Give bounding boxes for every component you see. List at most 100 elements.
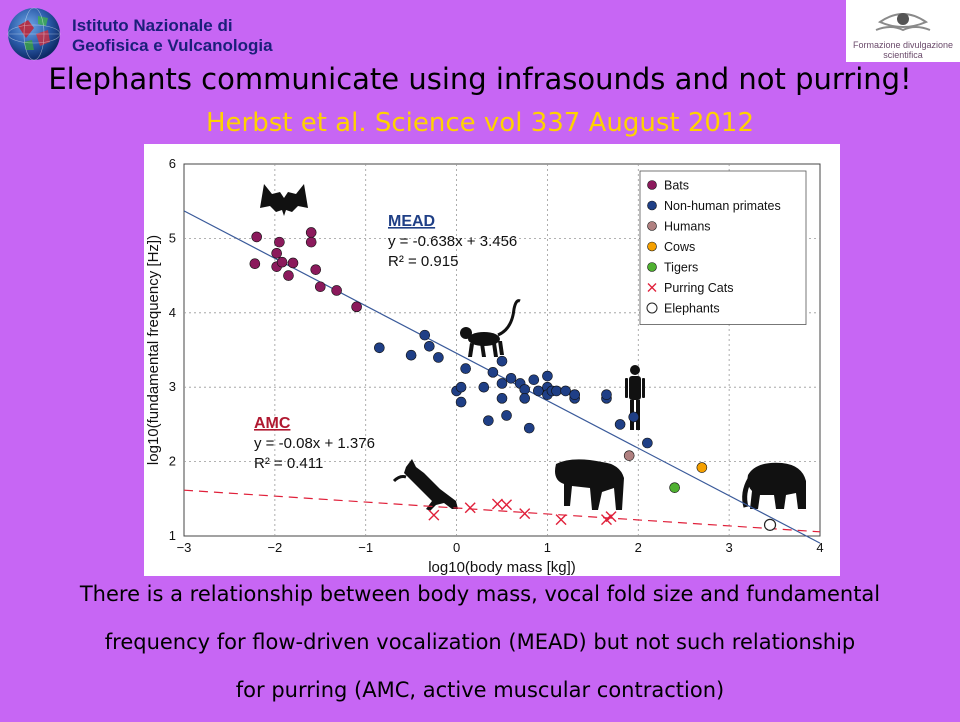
- legend-marker: [646, 302, 658, 314]
- data-point-bats: [310, 264, 322, 275]
- fit-r2-mead: R² = 0.915: [388, 253, 458, 270]
- chart-panel: MEAD y = -0.638x + 3.456 R² = 0.915 AMC y = …: [144, 144, 840, 576]
- data-point-bats: [351, 301, 362, 313]
- data-point-non-human-primates: [374, 342, 385, 354]
- data-point-non-human-primates: [496, 355, 508, 367]
- data-point-non-human-primates: [628, 411, 640, 423]
- slide-title: Elephants communicate using infrasounds …: [48, 62, 912, 96]
- x-tick-label: 1: [544, 540, 551, 555]
- org-name: Istituto Nazionale di Geofisica e Vulcan…: [72, 16, 273, 56]
- globe-icon: [7, 7, 61, 61]
- fit-line-amc: [183, 489, 821, 533]
- data-point-tigers: [669, 482, 680, 493]
- data-point-non-human-primates: [424, 340, 435, 352]
- data-point-bats: [314, 281, 326, 293]
- data-point-bats: [276, 256, 288, 268]
- data-point-bats: [305, 227, 317, 238]
- x-tick-label: −1: [358, 540, 373, 555]
- data-point-purring-cat: [501, 499, 513, 511]
- data-point-non-human-primates: [551, 385, 562, 397]
- axis-labels: −3 −2 −1 0 1 2 3 4 1 2 3 4 5 6 log10(body mass [kg]) lo…: [145, 156, 824, 576]
- data-point-non-human-primates: [614, 419, 626, 430]
- data-point-non-human-primates: [528, 374, 540, 386]
- y-axis-label: log10(fundamental frequency [Hz]): [145, 235, 162, 465]
- legend-label: Humans: [664, 220, 711, 234]
- data-point-non-human-primates: [455, 396, 467, 408]
- legend-marker: [647, 283, 657, 292]
- data-point-purring-cat: [519, 508, 531, 520]
- y-tick-label: 4: [169, 305, 176, 320]
- data-point-non-human-primates: [419, 329, 431, 341]
- elephant-silhouette-icon: [742, 462, 806, 509]
- data-point-non-human-primates: [542, 370, 553, 382]
- x-tick-label: −2: [267, 540, 282, 555]
- data-point-purring-cat: [464, 502, 476, 514]
- legend-box: [639, 170, 807, 325]
- data-point-bats: [274, 236, 285, 248]
- fit-r2-amc: R² = 0.411: [254, 455, 323, 472]
- x-tick-label: 0: [453, 540, 460, 555]
- legend-marker: [647, 180, 657, 190]
- data-point-non-human-primates: [487, 367, 499, 378]
- legend-entry: Cows: [647, 240, 695, 254]
- x-axis-label: log10(body mass [kg]): [428, 559, 576, 576]
- org-name-line1: Istituto Nazionale di: [72, 16, 233, 35]
- data-point-non-human-primates: [523, 422, 535, 434]
- x-tick-label: 4: [816, 540, 823, 555]
- bat-silhouette-icon: [260, 184, 308, 216]
- data-point-purring-cat: [555, 514, 567, 526]
- legend-label: Tigers: [664, 261, 698, 275]
- y-tick-label: 6: [169, 156, 176, 171]
- data-point-non-human-primates: [569, 389, 580, 400]
- x-tick-label: 3: [726, 540, 733, 555]
- legend-entry: Purring Cats: [647, 281, 733, 295]
- legend-marker: [647, 262, 657, 272]
- legend-entry: Tigers: [647, 261, 698, 275]
- data-point-non-human-primates: [483, 415, 494, 426]
- eye-book-icon: [875, 13, 931, 32]
- data-point-humans: [623, 450, 635, 461]
- data-point-non-human-primates: [642, 437, 653, 449]
- legend-marker: [647, 241, 657, 252]
- data-points: [249, 227, 777, 531]
- data-point-purring-cat: [491, 498, 503, 510]
- data-point-non-human-primates: [505, 372, 517, 384]
- monkey-silhouette-icon: [460, 299, 521, 357]
- logo-caption-line2: scientifica: [883, 50, 923, 60]
- legend-entry: Humans: [647, 220, 711, 234]
- legend-marker: [647, 221, 657, 231]
- legend-entry: Elephants: [646, 302, 720, 316]
- data-point-bats: [271, 247, 282, 259]
- legend-label: Cows: [664, 240, 695, 254]
- cat-silhouette-icon: [392, 459, 458, 511]
- legend-entry: Bats: [647, 179, 689, 193]
- data-point-non-human-primates: [496, 393, 508, 404]
- slide-subtitle: Herbst et al. Science vol 337 August 201…: [205, 108, 755, 138]
- data-point-purring-cat: [428, 509, 440, 521]
- fit-annotations: MEAD y = -0.638x + 3.456 R² = 0.915 AMC y = …: [254, 213, 517, 472]
- data-point-purring-cat: [605, 511, 617, 523]
- grid-layer: [183, 163, 821, 537]
- legend-label: Bats: [664, 179, 689, 193]
- data-point-bats: [287, 257, 299, 269]
- data-point-non-human-primates: [460, 363, 471, 374]
- org-name-line2: Geofisica e Vulcanologia: [72, 36, 273, 55]
- divulgazione-logo: Formazione divulgazione scientifica: [846, 0, 960, 62]
- data-point-non-human-primates: [478, 381, 490, 393]
- data-point-non-human-primates: [560, 385, 571, 397]
- logo-caption-line1: Formazione divulgazione: [852, 40, 954, 50]
- ingv-logo: Istituto Nazionale di Geofisica e Vulcan…: [4, 4, 294, 62]
- fit-equation-mead: y = -0.638x + 3.456: [388, 233, 517, 250]
- fit-name-mead: MEAD: [388, 213, 435, 230]
- data-point-bats: [249, 258, 261, 269]
- y-tick-label: 2: [169, 454, 176, 469]
- data-point-elephant: [763, 518, 777, 531]
- scatter-chart: MEAD y = -0.638x + 3.456 R² = 0.915 AMC y = …: [145, 156, 824, 576]
- tiger-silhouette-icon: [555, 459, 624, 510]
- y-tick-label: 3: [169, 379, 176, 394]
- x-tick-label: −3: [177, 540, 192, 555]
- data-point-cows: [696, 462, 708, 473]
- data-point-non-human-primates: [501, 410, 512, 421]
- animal-silhouettes: [260, 184, 806, 511]
- data-point-non-human-primates: [405, 349, 417, 361]
